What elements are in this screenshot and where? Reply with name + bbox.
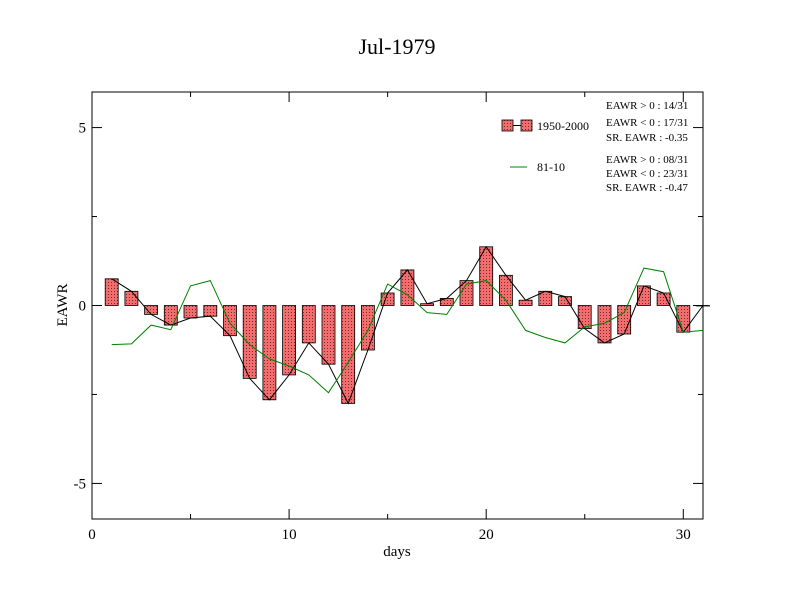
x-axis-label: days	[383, 544, 411, 560]
bar	[656, 292, 671, 306]
x-tick-label: 20	[479, 527, 494, 543]
legend: 1950-2000 81-10 EAWR > 0 : 14/31 EAWR < …	[501, 100, 688, 194]
stat-text: EAWR > 0 : 08/31	[606, 154, 688, 166]
stat-text: SR. EAWR : -0.35	[606, 132, 688, 144]
y-axis-label: EAWR	[55, 284, 71, 327]
y-tick-label: 0	[79, 299, 87, 315]
bar	[262, 305, 277, 401]
stat-text: EAWR > 0 : 14/31	[606, 100, 688, 112]
stat-text: SR. EAWR : -0.47	[606, 182, 688, 194]
x-tick-label: 0	[88, 527, 96, 543]
bar	[321, 305, 336, 365]
x-tick-label: 10	[282, 527, 297, 543]
stat-text: EAWR < 0 : 23/31	[606, 168, 688, 180]
chart-title: Jul-1979	[359, 34, 436, 59]
bar	[203, 305, 218, 317]
stat-text: EAWR < 0 : 17/31	[606, 117, 688, 129]
bar	[577, 305, 592, 330]
legend-swatch-box-2	[520, 119, 533, 132]
bar	[104, 278, 119, 306]
bar	[301, 305, 316, 344]
bar	[360, 305, 375, 351]
bar	[144, 305, 159, 315]
y-tick-label: 5	[79, 121, 87, 137]
bar	[183, 305, 198, 319]
line-series	[111, 245, 704, 405]
bar	[124, 290, 139, 306]
bar	[518, 299, 533, 306]
legend-label-2: 81-10	[537, 160, 565, 174]
bar	[617, 305, 632, 335]
legend-label-1: 1950-2000	[537, 119, 589, 133]
axis-ticks: 0 10 20 30 -5 0 5	[74, 92, 703, 543]
bar	[479, 246, 494, 306]
series-line-81-10	[111, 267, 704, 394]
series-line-1950-2000	[111, 245, 704, 405]
y-tick-label: -5	[74, 476, 87, 492]
x-tick-label: 30	[676, 527, 691, 543]
legend-swatch-box-1	[501, 119, 514, 132]
